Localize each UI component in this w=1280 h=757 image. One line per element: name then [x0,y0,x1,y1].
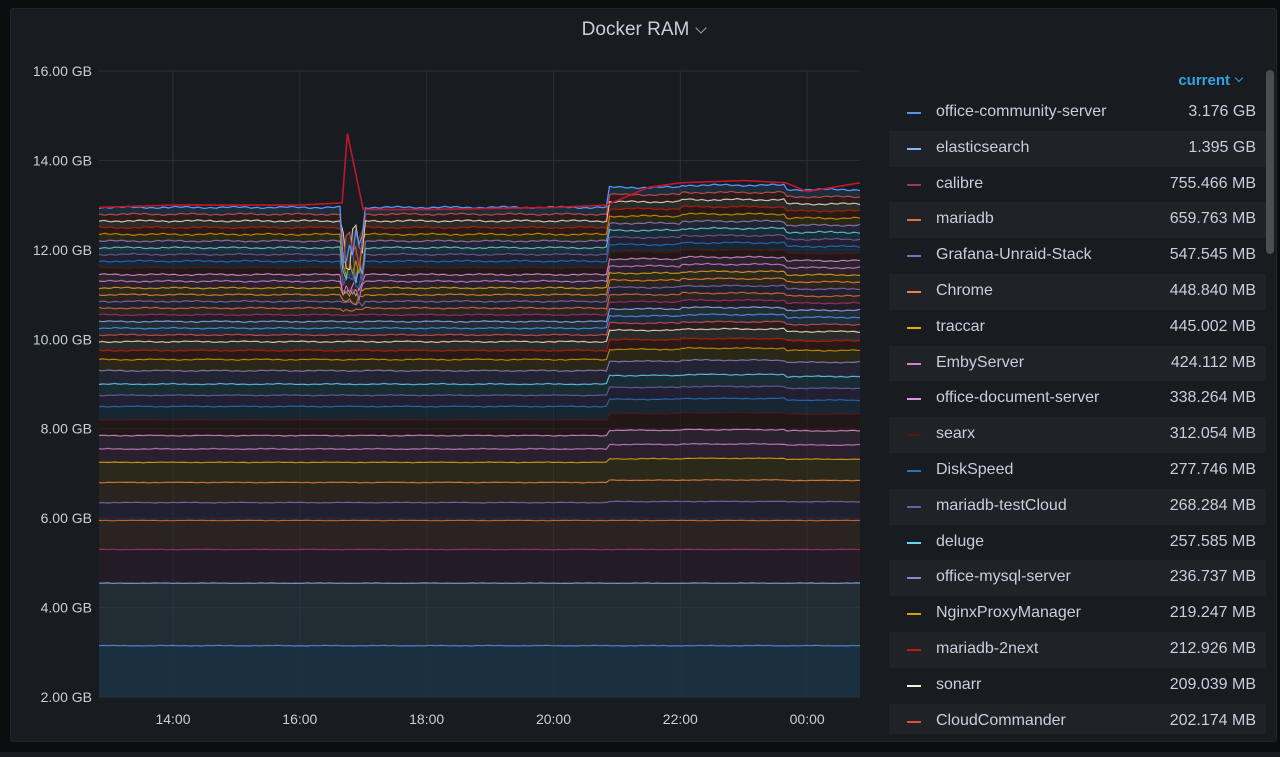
legend-swatch[interactable] [907,685,921,687]
series-area [99,645,860,697]
series-area [99,501,860,520]
legend-item[interactable]: calibre 755.466 MB [889,167,1266,203]
y-tick-label: 6.00 GB [41,510,92,526]
legend-swatch[interactable] [907,577,921,579]
y-tick-label: 10.00 GB [33,331,92,347]
legend-item-name[interactable]: office-mysql-server [936,568,1071,586]
legend-swatch[interactable] [907,721,921,723]
legend-item-value: 219.247 MB [1170,604,1256,622]
legend-swatch[interactable] [907,613,921,615]
legend-item-name[interactable]: mariadb-testCloud [936,497,1067,515]
y-tick-label: 16.00 GB [33,63,92,79]
legend-swatch[interactable] [907,219,921,221]
legend-item[interactable]: sonarr 209.039 MB [889,668,1266,704]
legend-swatch[interactable] [907,542,921,544]
legend-item-name[interactable]: mariadb-2next [936,640,1038,658]
legend-item-value: 3.176 GB [1188,103,1256,121]
legend-item[interactable]: office-document-server 338.264 MB [889,381,1266,417]
legend-item-value: 448.840 MB [1170,282,1256,300]
legend-item[interactable]: office-community-server 3.176 GB [889,95,1266,131]
legend-header-label[interactable]: current [1178,72,1230,89]
legend-item-value: 424.112 MB [1171,354,1256,372]
bottom-edge [0,752,1280,757]
x-tick-label: 20:00 [536,711,571,727]
legend-item-name[interactable]: mariadb [936,210,994,228]
legend-item[interactable]: elasticsearch 1.395 GB [889,131,1266,167]
legend-swatch[interactable] [907,470,921,472]
legend-item-name[interactable]: EmbyServer [936,354,1024,372]
legend-swatch[interactable] [907,327,921,329]
y-tick-label: 14.00 GB [33,152,92,168]
legend-item[interactable]: CloudCommander 202.174 MB [889,704,1266,734]
legend-item-name[interactable]: office-community-server [936,103,1106,121]
y-tick-label: 4.00 GB [41,600,92,616]
legend-item[interactable]: deluge 257.585 MB [889,525,1266,561]
legend-item-name[interactable]: Grafana-Unraid-Stack [936,246,1092,264]
legend-item-value: 268.284 MB [1170,497,1256,515]
legend-swatch[interactable] [907,291,921,293]
legend-item[interactable]: NginxProxyManager 219.247 MB [889,596,1266,632]
legend-item-value: 445.002 MB [1170,318,1256,336]
x-tick-label: 00:00 [790,711,825,727]
legend-item[interactable]: mariadb-testCloud 268.284 MB [889,489,1266,525]
legend-item-value: 212.926 MB [1170,640,1256,658]
legend-swatch[interactable] [907,255,921,257]
legend-item[interactable]: Grafana-Unraid-Stack 547.545 MB [889,238,1266,274]
legend-item-value: 659.763 MB [1170,210,1256,228]
legend-swatch[interactable] [907,506,921,508]
legend-item[interactable]: EmbyServer 424.112 MB [889,346,1266,382]
legend-scrollbar[interactable] [1266,70,1274,254]
x-tick-label: 16:00 [282,711,317,727]
legend-item-name[interactable]: searx [936,425,975,443]
legend-item[interactable]: mariadb-2next 212.926 MB [889,632,1266,668]
legend-item-value: 257.585 MB [1170,533,1256,551]
legend-item-name[interactable]: NginxProxyManager [936,604,1081,622]
series-area [99,520,860,550]
x-tick-label: 22:00 [663,711,698,727]
legend-list: office-community-server 3.176 GB elasticse… [889,95,1266,734]
legend-item-name[interactable]: CloudCommander [936,712,1066,730]
legend-item-value: 236.737 MB [1170,568,1256,586]
legend-item-name[interactable]: office-document-server [936,389,1099,407]
legend-item-name[interactable]: Chrome [936,282,993,300]
legend-item-value: 547.545 MB [1170,246,1256,264]
legend-item-value: 202.174 MB [1170,712,1256,730]
series-area [99,583,860,646]
legend-item[interactable]: mariadb 659.763 MB [889,202,1266,238]
legend-swatch[interactable] [907,398,921,400]
x-tick-label: 14:00 [155,711,190,727]
legend-item[interactable]: Chrome 448.840 MB [889,274,1266,310]
y-tick-label: 8.00 GB [41,421,92,437]
legend-item-name[interactable]: DiskSpeed [936,461,1013,479]
series-area [99,549,860,583]
legend-item-value: 312.054 MB [1170,425,1256,443]
legend-item[interactable]: searx 312.054 MB [889,417,1266,453]
legend-item[interactable]: DiskSpeed 277.746 MB [889,453,1266,489]
y-tick-label: 2.00 GB [41,689,92,705]
legend-swatch[interactable] [907,184,921,186]
legend-sort-header[interactable]: current [1178,72,1242,89]
legend-item[interactable]: office-mysql-server 236.737 MB [889,560,1266,596]
legend-swatch[interactable] [907,434,921,436]
legend-item-value: 209.039 MB [1170,676,1256,694]
legend-swatch[interactable] [907,148,921,150]
legend-item-name[interactable]: deluge [936,533,984,551]
y-tick-label: 12.00 GB [33,242,92,258]
legend-item-name[interactable]: calibre [936,175,983,193]
legend-item-name[interactable]: sonarr [936,676,981,694]
legend-item-value: 338.264 MB [1170,389,1256,407]
x-tick-label: 18:00 [409,711,444,727]
legend-item-value: 1.395 GB [1188,139,1256,157]
legend-swatch[interactable] [907,363,921,365]
legend: current office-community-server 3.176 GB e… [889,72,1266,734]
legend-item-value: 277.746 MB [1170,461,1256,479]
legend-item[interactable]: traccar 445.002 MB [889,310,1266,346]
legend-item-name[interactable]: traccar [936,318,985,336]
legend-swatch[interactable] [907,112,921,114]
legend-swatch[interactable] [907,649,921,651]
chevron-down-icon[interactable] [1235,74,1243,82]
legend-item-value: 755.466 MB [1170,175,1256,193]
legend-item-name[interactable]: elasticsearch [936,139,1029,157]
